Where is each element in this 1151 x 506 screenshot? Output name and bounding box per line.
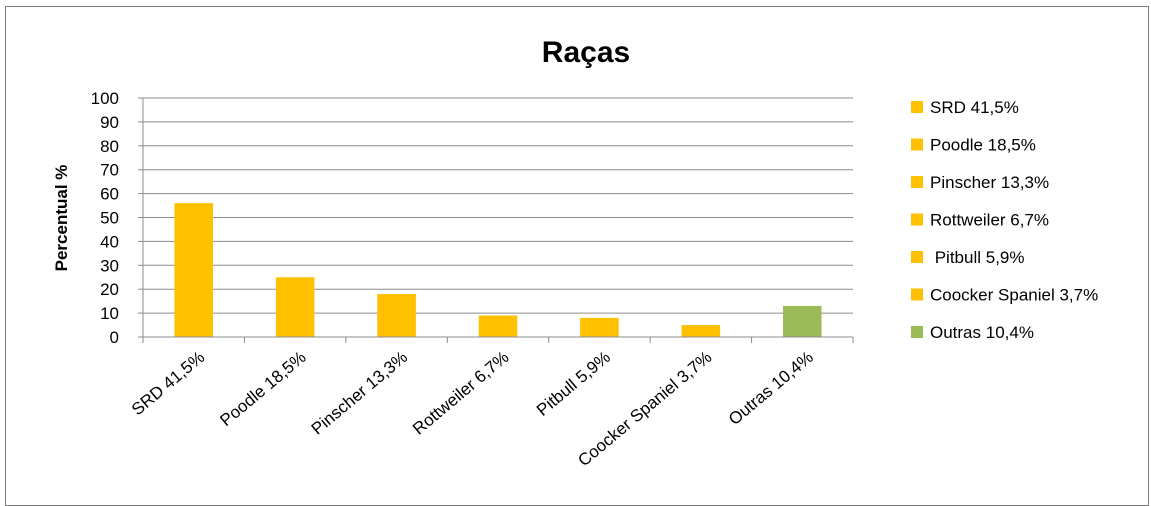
legend-swatch bbox=[911, 288, 923, 301]
y-tick-label: 50 bbox=[100, 209, 119, 228]
x-tick-label: Pinscher 13,3% bbox=[308, 348, 411, 439]
legend-label: Pinscher 13,3% bbox=[930, 173, 1049, 192]
x-axis-tick-labels: SRD 41,5% Poodle 18,5%Pinscher 13,3%Rottw… bbox=[128, 348, 817, 471]
x-tick-label: Outras 10,4% bbox=[725, 348, 817, 429]
gridlines bbox=[143, 97, 853, 314]
x-tick-label: Pitbull 5,9% bbox=[533, 348, 614, 420]
bar bbox=[580, 317, 619, 337]
x-tick-label: SRD 41,5% bbox=[128, 348, 208, 420]
bars bbox=[174, 203, 822, 337]
bar bbox=[478, 315, 518, 337]
legend-label: Coocker Spaniel 3,7% bbox=[930, 286, 1098, 305]
chart-title: Raças bbox=[542, 36, 630, 69]
y-tick-label: 70 bbox=[100, 161, 119, 180]
legend-swatch bbox=[911, 213, 923, 226]
axes bbox=[142, 98, 854, 343]
y-tick-label: 100 bbox=[91, 89, 119, 108]
y-tick-label: 20 bbox=[100, 280, 119, 299]
y-tick-label: 40 bbox=[100, 232, 119, 251]
y-tick-label: 30 bbox=[100, 256, 119, 275]
x-tick-label: Poodle 18,5% bbox=[216, 348, 309, 431]
bar bbox=[174, 203, 213, 337]
bar bbox=[275, 277, 315, 337]
x-tick-label: Rottweiler 6,7% bbox=[409, 348, 512, 439]
legend-swatch bbox=[911, 101, 923, 113]
legend-swatch bbox=[911, 176, 923, 188]
legend-label: Rottweiler 6,7% bbox=[930, 211, 1049, 230]
legend-swatch bbox=[911, 138, 923, 151]
legend-swatch bbox=[911, 326, 923, 338]
legend-label: Pitbull 5,9% bbox=[930, 248, 1025, 267]
legend-swatch bbox=[911, 251, 923, 263]
bar bbox=[783, 305, 822, 337]
legend-label: Poodle 18,5% bbox=[930, 136, 1036, 155]
legend-label: Outras 10,4% bbox=[930, 323, 1034, 342]
bar bbox=[377, 293, 416, 337]
y-tick-label: 0 bbox=[110, 328, 119, 347]
y-axis-ticks: 0 10 20 30 40 50 60 70 80 90 100 bbox=[91, 89, 143, 347]
bar bbox=[681, 325, 721, 337]
legend-label: SRD 41,5% bbox=[930, 98, 1019, 117]
y-tick-label: 10 bbox=[100, 304, 119, 323]
y-tick-label: 60 bbox=[100, 185, 119, 204]
legend: SRD 41,5% Poodle 18,5% Pinscher 13,3% Rottw… bbox=[911, 98, 1098, 342]
y-tick-label: 80 bbox=[100, 137, 119, 156]
y-axis-label: Percentual % bbox=[52, 165, 71, 272]
y-tick-label: 90 bbox=[100, 113, 119, 132]
